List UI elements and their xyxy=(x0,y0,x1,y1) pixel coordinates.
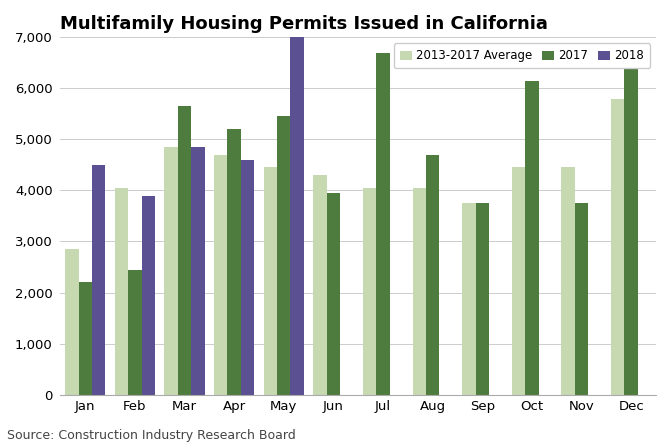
Bar xyxy=(115,188,128,395)
Bar xyxy=(462,203,476,395)
Bar xyxy=(376,53,390,395)
Bar xyxy=(611,99,625,395)
Bar xyxy=(313,175,327,395)
Bar xyxy=(476,203,489,395)
Bar xyxy=(291,37,304,395)
Bar xyxy=(575,203,588,395)
Bar xyxy=(426,155,440,395)
Text: Multifamily Housing Permits Issued in California: Multifamily Housing Permits Issued in Ca… xyxy=(60,15,548,33)
Bar xyxy=(562,168,575,395)
Bar xyxy=(227,129,241,395)
Bar xyxy=(79,282,92,395)
Bar xyxy=(363,188,376,395)
Bar xyxy=(178,106,191,395)
Bar xyxy=(65,249,79,395)
Bar xyxy=(264,168,277,395)
Bar xyxy=(413,188,426,395)
Bar xyxy=(241,160,254,395)
Bar xyxy=(625,53,638,395)
Bar xyxy=(277,116,291,395)
Legend: 2013-2017 Average, 2017, 2018: 2013-2017 Average, 2017, 2018 xyxy=(394,43,650,68)
Bar xyxy=(164,147,178,395)
Bar xyxy=(525,81,539,395)
Bar xyxy=(214,155,227,395)
Bar xyxy=(327,193,340,395)
Bar xyxy=(92,165,105,395)
Bar xyxy=(142,195,155,395)
Bar xyxy=(512,168,525,395)
Text: Source: Construction Industry Research Board: Source: Construction Industry Research B… xyxy=(7,429,295,442)
Bar xyxy=(191,147,205,395)
Bar xyxy=(128,269,142,395)
